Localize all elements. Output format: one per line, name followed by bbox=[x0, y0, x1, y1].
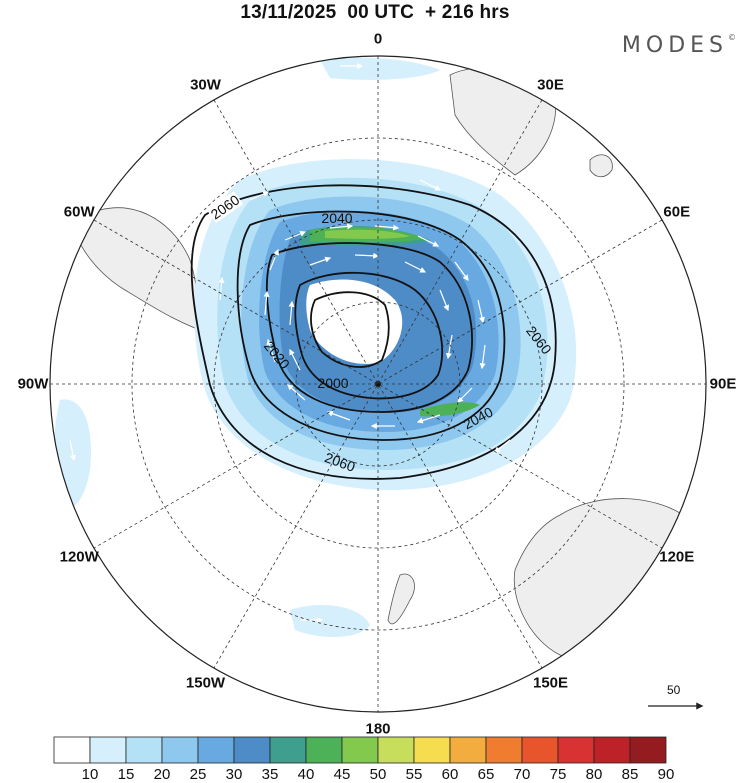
colorbar-label: 30 bbox=[225, 766, 243, 783]
colorbar-swatch bbox=[521, 736, 559, 764]
lon-label-150e: 150E bbox=[532, 674, 569, 692]
colorbar-label: 55 bbox=[405, 766, 423, 783]
map-title: 13/11/2025 00 UTC + 216 hrs bbox=[240, 2, 510, 23]
contour-2020 bbox=[265, 242, 473, 413]
colorbar-label: 70 bbox=[513, 766, 531, 783]
lon-label-60e: 60E bbox=[663, 203, 691, 220]
colorbar-swatch bbox=[53, 736, 91, 764]
height-contours bbox=[190, 184, 557, 480]
colorbar-swatch bbox=[89, 736, 127, 764]
colorbar bbox=[53, 736, 667, 764]
colorbar-swatch bbox=[125, 736, 163, 764]
colorbar-swatch bbox=[197, 736, 235, 764]
map-border bbox=[49, 55, 707, 713]
colorbar-swatch bbox=[161, 736, 199, 764]
colorbar-label: 20 bbox=[153, 766, 171, 783]
colorbar-swatch bbox=[593, 736, 631, 764]
colorbar-label: 90 bbox=[657, 766, 675, 783]
colorbar-swatch bbox=[377, 736, 415, 764]
wind-vectors bbox=[69, 63, 562, 623]
lon-label-90e: 90E bbox=[709, 375, 737, 393]
lon-label-60w: 60W bbox=[63, 203, 95, 220]
colorbar-label: 80 bbox=[585, 766, 603, 783]
brand-logo: MODES© bbox=[621, 33, 736, 58]
colorbar-swatch bbox=[449, 736, 487, 764]
colorbar-label: 10 bbox=[81, 766, 99, 783]
contour-2000 bbox=[294, 271, 444, 400]
colorbar-label: 15 bbox=[117, 766, 135, 783]
lon-label-120w: 120W bbox=[59, 548, 99, 565]
colorbar-swatch bbox=[413, 736, 451, 764]
lon-label-0: 0 bbox=[373, 30, 383, 48]
colorbar-label: 65 bbox=[477, 766, 495, 783]
colorbar-swatch bbox=[341, 736, 379, 764]
graticule bbox=[50, 56, 706, 712]
colorbar-swatch bbox=[629, 736, 667, 764]
lon-label-90w: 90W bbox=[17, 375, 49, 393]
colorbar-label: 85 bbox=[621, 766, 639, 783]
madagascar-land bbox=[589, 154, 613, 178]
contour-label-2040-a: 2040 bbox=[321, 210, 353, 226]
colorbar-label: 45 bbox=[333, 766, 351, 783]
colorbar-label: 75 bbox=[549, 766, 567, 783]
lon-label-30w: 30W bbox=[190, 76, 221, 94]
colorbar-label: 25 bbox=[189, 766, 207, 783]
australia-land bbox=[513, 498, 702, 666]
colorbar-label: 35 bbox=[261, 766, 279, 783]
lon-label-30e: 30E bbox=[537, 76, 564, 94]
contour-2040 bbox=[236, 210, 506, 441]
colorbar-swatch bbox=[305, 736, 343, 764]
lon-label-150w: 150W bbox=[185, 674, 226, 692]
wind-speed-shading bbox=[54, 57, 577, 637]
lon-label-120e: 120E bbox=[659, 548, 695, 565]
colorbar-label: 50 bbox=[369, 766, 387, 783]
colorbar-swatch bbox=[269, 736, 307, 764]
reference-vector-label: 50 bbox=[667, 683, 681, 697]
contour-label-2000: 2000 bbox=[317, 375, 349, 391]
colorbar-swatch bbox=[485, 736, 523, 764]
colorbar-label: 60 bbox=[441, 766, 459, 783]
colorbar-swatch bbox=[557, 736, 595, 764]
contour-2060 bbox=[190, 184, 557, 480]
colorbar-swatch bbox=[233, 736, 271, 764]
colorbar-label: 40 bbox=[297, 766, 315, 783]
lon-label-180: 180 bbox=[365, 720, 391, 738]
pole-marker bbox=[375, 381, 381, 387]
new-zealand-land bbox=[387, 573, 415, 625]
south-america-land bbox=[74, 207, 217, 336]
contour-1980 bbox=[310, 291, 390, 368]
